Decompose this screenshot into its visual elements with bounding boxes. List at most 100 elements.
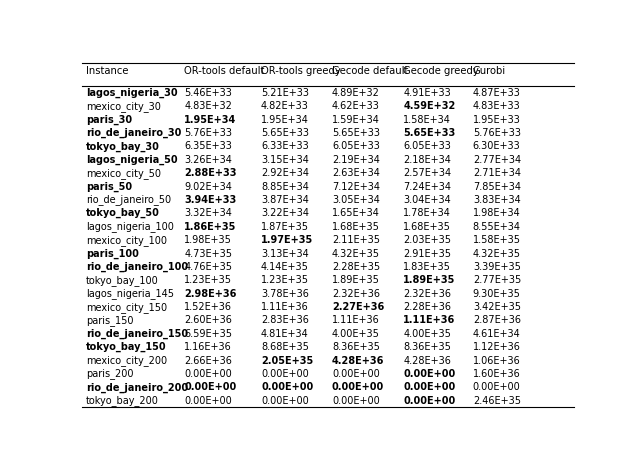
Text: tokyo_bay_30: tokyo_bay_30	[86, 142, 160, 152]
Text: 3.32E+34: 3.32E+34	[184, 208, 232, 219]
Text: 4.61E+34: 4.61E+34	[473, 329, 520, 339]
Text: 1.60E+36: 1.60E+36	[473, 369, 520, 379]
Text: tokyo_bay_50: tokyo_bay_50	[86, 208, 160, 219]
Text: tokyo_bay_100: tokyo_bay_100	[86, 275, 159, 286]
Text: lagos_nigeria_100: lagos_nigeria_100	[86, 221, 174, 232]
Text: 3.22E+34: 3.22E+34	[261, 208, 309, 219]
Text: 3.83E+34: 3.83E+34	[473, 195, 520, 205]
Text: 1.58E+34: 1.58E+34	[403, 115, 451, 124]
Text: tokyo_bay_200: tokyo_bay_200	[86, 395, 159, 406]
Text: 6.05E+33: 6.05E+33	[403, 142, 451, 151]
Text: 4.83E+33: 4.83E+33	[473, 101, 520, 111]
Text: 4.76E+35: 4.76E+35	[184, 262, 232, 272]
Text: lagos_nigeria_50: lagos_nigeria_50	[86, 155, 177, 165]
Text: Gurobi: Gurobi	[473, 66, 506, 76]
Text: 3.94E+33: 3.94E+33	[184, 195, 236, 205]
Text: 4.62E+33: 4.62E+33	[332, 101, 380, 111]
Text: 1.68E+35: 1.68E+35	[332, 222, 380, 232]
Text: 1.95E+34: 1.95E+34	[184, 115, 236, 124]
Text: 3.39E+35: 3.39E+35	[473, 262, 521, 272]
Text: 1.23E+35: 1.23E+35	[184, 275, 232, 285]
Text: 2.05E+35: 2.05E+35	[261, 355, 314, 366]
Text: 2.32E+36: 2.32E+36	[403, 289, 451, 299]
Text: 2.18E+34: 2.18E+34	[403, 155, 451, 165]
Text: 6.30E+33: 6.30E+33	[473, 142, 520, 151]
Text: 4.00E+35: 4.00E+35	[332, 329, 380, 339]
Text: 2.92E+34: 2.92E+34	[261, 168, 309, 178]
Text: OR-tools default: OR-tools default	[184, 66, 264, 76]
Text: 2.19E+34: 2.19E+34	[332, 155, 380, 165]
Text: 1.65E+34: 1.65E+34	[332, 208, 380, 219]
Text: 1.12E+36: 1.12E+36	[473, 342, 521, 352]
Text: 4.81E+34: 4.81E+34	[261, 329, 308, 339]
Text: 0.00E+00: 0.00E+00	[332, 369, 380, 379]
Text: 9.30E+35: 9.30E+35	[473, 289, 521, 299]
Text: 1.68E+35: 1.68E+35	[403, 222, 451, 232]
Text: mexico_city_200: mexico_city_200	[86, 355, 167, 366]
Text: 1.95E+34: 1.95E+34	[261, 115, 309, 124]
Text: 2.71E+34: 2.71E+34	[473, 168, 521, 178]
Text: 2.87E+36: 2.87E+36	[473, 315, 521, 325]
Text: 2.11E+35: 2.11E+35	[332, 235, 380, 245]
Text: 2.83E+36: 2.83E+36	[261, 315, 309, 325]
Text: 4.28E+36: 4.28E+36	[403, 355, 451, 366]
Text: 8.68E+35: 8.68E+35	[261, 342, 309, 352]
Text: 1.52E+36: 1.52E+36	[184, 302, 232, 312]
Text: 1.16E+36: 1.16E+36	[184, 342, 232, 352]
Text: 4.83E+32: 4.83E+32	[184, 101, 232, 111]
Text: paris_30: paris_30	[86, 114, 132, 125]
Text: 8.36E+35: 8.36E+35	[332, 342, 380, 352]
Text: 1.98E+35: 1.98E+35	[184, 235, 232, 245]
Text: 3.04E+34: 3.04E+34	[403, 195, 451, 205]
Text: 7.85E+34: 7.85E+34	[473, 182, 521, 192]
Text: rio_de_janeiro_100: rio_de_janeiro_100	[86, 262, 188, 272]
Text: 0.00E+00: 0.00E+00	[403, 396, 456, 406]
Text: paris_50: paris_50	[86, 182, 132, 192]
Text: mexico_city_30: mexico_city_30	[86, 101, 161, 112]
Text: 3.26E+34: 3.26E+34	[184, 155, 232, 165]
Text: mexico_city_100: mexico_city_100	[86, 235, 167, 246]
Text: lagos_nigeria_145: lagos_nigeria_145	[86, 288, 174, 299]
Text: 2.27E+36: 2.27E+36	[332, 302, 384, 312]
Text: Instance: Instance	[86, 66, 129, 76]
Text: 3.78E+36: 3.78E+36	[261, 289, 309, 299]
Text: 1.97E+35: 1.97E+35	[261, 235, 314, 245]
Text: 1.11E+36: 1.11E+36	[332, 315, 380, 325]
Text: 8.36E+35: 8.36E+35	[403, 342, 451, 352]
Text: 2.57E+34: 2.57E+34	[403, 168, 451, 178]
Text: Gecode default: Gecode default	[332, 66, 408, 76]
Text: 0.00E+00: 0.00E+00	[332, 396, 380, 406]
Text: 2.28E+35: 2.28E+35	[332, 262, 380, 272]
Text: 1.89E+35: 1.89E+35	[332, 275, 380, 285]
Text: 8.55E+34: 8.55E+34	[473, 222, 521, 232]
Text: 2.98E+36: 2.98E+36	[184, 289, 237, 299]
Text: 4.32E+35: 4.32E+35	[332, 248, 380, 259]
Text: 1.95E+33: 1.95E+33	[473, 115, 521, 124]
Text: 2.60E+36: 2.60E+36	[184, 315, 232, 325]
Text: 5.46E+33: 5.46E+33	[184, 88, 232, 98]
Text: 3.87E+34: 3.87E+34	[261, 195, 309, 205]
Text: 1.87E+35: 1.87E+35	[261, 222, 309, 232]
Text: paris_150: paris_150	[86, 315, 134, 326]
Text: 1.78E+34: 1.78E+34	[403, 208, 451, 219]
Text: 2.77E+34: 2.77E+34	[473, 155, 521, 165]
Text: 1.23E+35: 1.23E+35	[261, 275, 309, 285]
Text: 2.91E+35: 2.91E+35	[403, 248, 451, 259]
Text: 5.65E+33: 5.65E+33	[261, 128, 309, 138]
Text: mexico_city_50: mexico_city_50	[86, 168, 161, 179]
Text: 8.85E+34: 8.85E+34	[261, 182, 309, 192]
Text: 1.83E+35: 1.83E+35	[403, 262, 451, 272]
Text: rio_de_janeiro_200: rio_de_janeiro_200	[86, 382, 188, 392]
Text: 0.00E+00: 0.00E+00	[184, 369, 232, 379]
Text: 0.00E+00: 0.00E+00	[473, 382, 520, 392]
Text: 2.66E+36: 2.66E+36	[184, 355, 232, 366]
Text: 0.00E+00: 0.00E+00	[403, 369, 456, 379]
Text: 2.88E+33: 2.88E+33	[184, 168, 237, 178]
Text: 5.65E+33: 5.65E+33	[332, 128, 380, 138]
Text: 1.98E+34: 1.98E+34	[473, 208, 520, 219]
Text: 1.59E+34: 1.59E+34	[332, 115, 380, 124]
Text: rio_de_janeiro_50: rio_de_janeiro_50	[86, 195, 171, 206]
Text: rio_de_janeiro_30: rio_de_janeiro_30	[86, 128, 181, 138]
Text: 4.87E+33: 4.87E+33	[473, 88, 521, 98]
Text: 0.00E+00: 0.00E+00	[184, 382, 236, 392]
